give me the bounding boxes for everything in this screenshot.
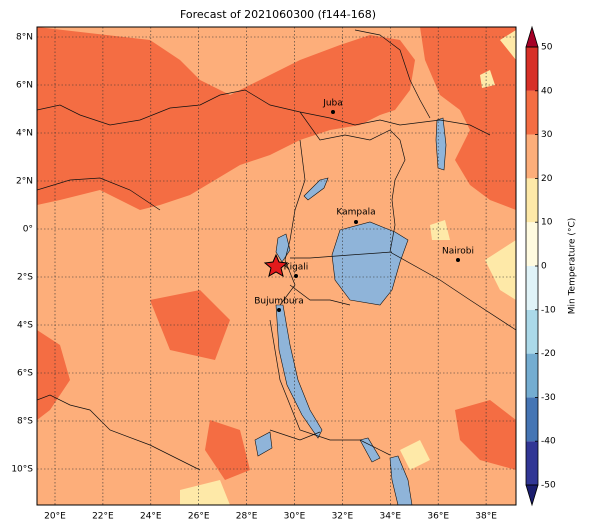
lon-tick-label: 24°E xyxy=(140,512,162,522)
lon-tick-label: 22°E xyxy=(92,512,114,522)
colorbar-over xyxy=(525,25,539,48)
field-mild xyxy=(180,30,516,505)
colorbar-tick-label: -20 xyxy=(541,349,556,359)
lon-tick-label: 20°E xyxy=(44,512,66,522)
city-dot xyxy=(354,220,358,224)
tick-labels: 20°E 22°E 24°E 26°E 28°E 30°E 32°E 34°E 36°E 38°E… xyxy=(11,33,497,522)
lat-tick-label: 6°N xyxy=(16,81,33,91)
colorbar-bin xyxy=(526,222,538,266)
graticule xyxy=(37,27,516,505)
lat-tick-label: 4°N xyxy=(16,129,33,139)
map-title: Forecast of 2021060300 (f144-168) xyxy=(180,8,376,21)
city-dot xyxy=(294,274,298,278)
lat-tick-label: 0° xyxy=(23,225,33,235)
colorbar-bin xyxy=(526,309,538,354)
lon-tick-label: 36°E xyxy=(427,512,449,522)
city-label: Bujumbura xyxy=(254,297,303,307)
cities: Juba Kampala Nairobi Kigali Bujumbura xyxy=(254,99,474,312)
lat-tick-label: 2°S xyxy=(17,273,33,283)
lake-albert xyxy=(303,177,329,201)
colorbar-bin xyxy=(526,266,538,310)
lake-malawi xyxy=(389,455,413,505)
colorbar-tick-label: -10 xyxy=(541,305,556,315)
city-dot xyxy=(456,258,460,262)
colorbar-tick-label: -40 xyxy=(541,437,556,447)
colorbar-tick-label: 20 xyxy=(541,174,553,184)
colorbar-tick-label: 40 xyxy=(541,86,553,96)
colorbar-bin xyxy=(526,90,538,135)
lon-tick-label: 38°E xyxy=(475,512,497,522)
colorbar-bin xyxy=(526,47,538,91)
city-label: Kigali xyxy=(284,263,309,273)
forecast-point-star xyxy=(263,253,289,278)
lake-victoria xyxy=(331,221,409,306)
colorbar-tick-label: -50 xyxy=(541,481,556,491)
city-label: Nairobi xyxy=(442,247,474,257)
colorbar-bin xyxy=(526,353,538,398)
city-label: Juba xyxy=(322,99,343,109)
colorbar-bin xyxy=(526,134,538,179)
lat-tick-label: 8°N xyxy=(16,33,33,43)
colorbar-bin xyxy=(526,178,538,223)
lon-tick-label: 26°E xyxy=(188,512,210,522)
map-area xyxy=(37,27,516,505)
colorbar-bin xyxy=(526,397,538,442)
lat-tick-label: 8°S xyxy=(17,417,33,427)
lon-tick-label: 34°E xyxy=(379,512,401,522)
lat-tick-label: 2°N xyxy=(16,177,33,187)
colorbar-label: Min Temperature (°C) xyxy=(568,218,578,315)
borders xyxy=(37,29,516,471)
colorbar-tick-label: 50 xyxy=(541,43,553,53)
colorbar-tick-label: 10 xyxy=(541,218,553,228)
colorbar-bin xyxy=(526,441,538,485)
lon-tick-label: 28°E xyxy=(236,512,258,522)
city-label: Kampala xyxy=(336,208,375,218)
colorbar: -50 -40 -30 -20 -10 0 10 20 30 40 50 xyxy=(525,25,556,507)
lake-rukwa xyxy=(254,431,381,463)
colorbar-tick-label: 0 xyxy=(541,262,547,272)
colorbar-tick-label: -30 xyxy=(541,393,556,403)
lat-tick-label: 10°S xyxy=(11,465,33,475)
colorbar-tick-label: 30 xyxy=(541,130,553,140)
city-dot xyxy=(331,110,335,114)
lat-tick-label: 4°S xyxy=(17,321,33,331)
field-warm xyxy=(37,27,516,210)
lon-tick-label: 32°E xyxy=(332,512,354,522)
lat-tick-label: 6°S xyxy=(17,369,33,379)
city-dot xyxy=(277,308,281,312)
map-frame xyxy=(36,26,517,506)
lon-tick-label: 30°E xyxy=(284,512,306,522)
colorbar-under xyxy=(525,484,539,507)
lake-tanganyika xyxy=(275,304,323,439)
